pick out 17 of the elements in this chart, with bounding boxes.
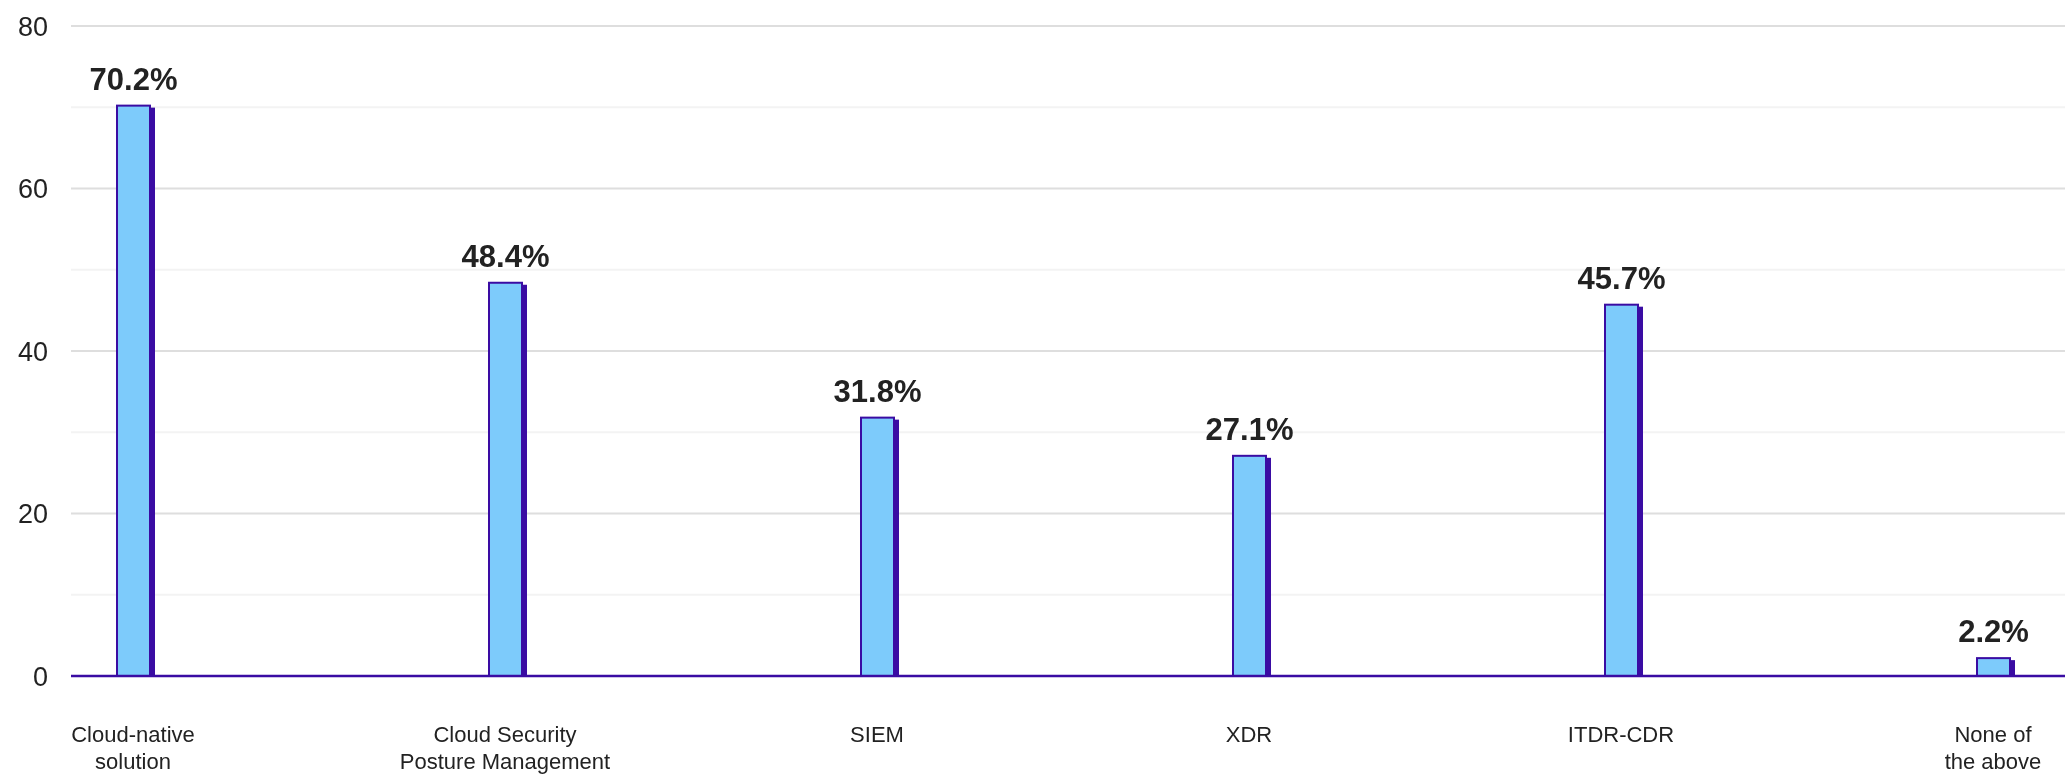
x-tick-label: ITDR-CDR — [1567, 722, 1675, 747]
y-tick-label: 0 — [32, 661, 48, 692]
x-tick-label: XDR — [1225, 722, 1273, 747]
y-tick-label: 60 — [17, 174, 48, 205]
data-label: 70.2% — [89, 61, 178, 97]
data-label: 2.2% — [1958, 614, 2029, 650]
x-tick-label: SIEM — [850, 722, 904, 747]
data-label: 27.1% — [1205, 411, 1294, 447]
data-label: 48.4% — [461, 238, 550, 274]
data-label: 31.8% — [833, 373, 922, 409]
y-tick-label: 40 — [17, 336, 48, 367]
y-tick-label: 20 — [17, 499, 48, 530]
x-tick-label: None of the above — [1944, 722, 2042, 774]
y-tick-label: 80 — [17, 11, 48, 42]
data-label: 45.7% — [1577, 260, 1666, 296]
x-tick-label: Cloud-native solution — [71, 722, 195, 774]
x-tick-label: Cloud Security Posture Management — [399, 722, 611, 774]
